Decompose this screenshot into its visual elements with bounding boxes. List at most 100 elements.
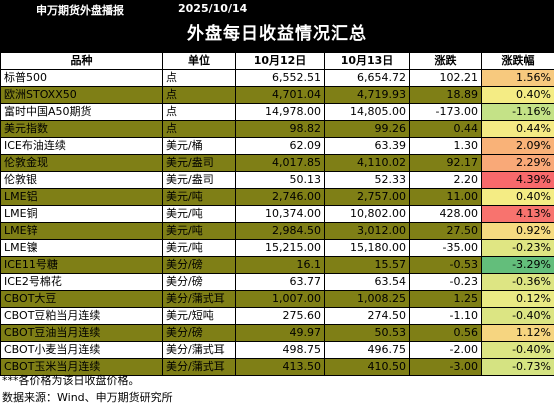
cell-change: 1.25 [409, 290, 482, 308]
cell-day2: 3,012.00 [324, 222, 410, 240]
table-row: LME铝 美元/吨 2,746.00 2,757.00 11.00 0.40% [0, 188, 554, 206]
col-header-unit: 单位 [162, 52, 236, 70]
cell-day2: 99.26 [324, 120, 410, 138]
table-row: ICE11号糖 美分/磅 16.1 15.57 -0.53 -3.29% [0, 256, 554, 274]
cell-day1: 6,552.51 [235, 69, 325, 87]
cell-day1: 14,978.00 [235, 103, 325, 121]
cell-change-pct: 4.39% [481, 171, 554, 189]
cell-change-pct: -3.29% [481, 256, 554, 274]
cell-day2: 63.54 [324, 273, 410, 291]
cell-day1: 63.77 [235, 273, 325, 291]
cell-day2: 15,180.00 [324, 239, 410, 257]
cell-day1: 498.75 [235, 341, 325, 359]
cell-day1: 413.50 [235, 358, 325, 376]
cell-name: LME镍 [0, 239, 163, 257]
table-row: CBOT豆油当月连续 美分/磅 49.97 50.53 0.56 1.12% [0, 324, 554, 342]
cell-change: 0.44 [409, 120, 482, 138]
table-row: 富时中国A50期货点 14,978.00 14,805.00 -173.00 -1.16… [0, 103, 554, 121]
cell-day1: 2,746.00 [235, 188, 325, 206]
table-header-row: 品种 单位 10月12日 10月13日 涨跌 涨跌幅 [0, 52, 554, 70]
brand-label: 申万期货外盘播报 [36, 4, 124, 17]
table-row: LME铜 美元/吨 10,374.00 10,802.00 428.00 4.13% [0, 205, 554, 223]
cell-unit: 美分/磅 [162, 324, 236, 342]
cell-day2: 10,802.00 [324, 205, 410, 223]
cell-unit: 美分/蒲式耳 [162, 358, 236, 376]
footer-source: 数据来源：Wind、申万期货研究所 [2, 391, 173, 404]
cell-day1: 50.13 [235, 171, 325, 189]
cell-unit: 美元/桶 [162, 137, 236, 155]
cell-day2: 496.75 [324, 341, 410, 359]
cell-change: 11.00 [409, 188, 482, 206]
cell-unit: 点 [162, 120, 236, 138]
cell-day2: 410.50 [324, 358, 410, 376]
cell-day2: 50.53 [324, 324, 410, 342]
cell-day2: 1,008.25 [324, 290, 410, 308]
cell-name: LME锌 [0, 222, 163, 240]
cell-unit: 美元/吨 [162, 205, 236, 223]
cell-day1: 16.1 [235, 256, 325, 274]
cell-unit: 美分/蒲式耳 [162, 341, 236, 359]
cell-day2: 4,719.93 [324, 86, 410, 104]
report-date: 2025/10/14 [178, 2, 248, 15]
cell-change: 0.56 [409, 324, 482, 342]
cell-change: -173.00 [409, 103, 482, 121]
cell-change-pct: -0.40% [481, 307, 554, 325]
cell-change-pct: 2.09% [481, 137, 554, 155]
cell-day1: 275.60 [235, 307, 325, 325]
cell-name: LME铜 [0, 205, 163, 223]
cell-day2: 274.50 [324, 307, 410, 325]
cell-change-pct: -0.73% [481, 358, 554, 376]
cell-day1: 4,017.85 [235, 154, 325, 172]
cell-day2: 4,110.02 [324, 154, 410, 172]
table-row: CBOT豆粕当月连续 美元/短吨 275.60 274.50 -1.10 -0.40% [0, 307, 554, 325]
col-header-change: 涨跌 [409, 52, 482, 70]
summary-table: 品种 单位 10月12日 10月13日 涨跌 涨跌幅 标普500 点 6,552.5… [0, 52, 554, 376]
cell-day2: 2,757.00 [324, 188, 410, 206]
table-row: LME镍 美元/吨 15,215.00 15,180.00 -35.00 -0.23% [0, 239, 554, 257]
col-header-day2: 10月13日 [324, 52, 410, 70]
cell-name: 伦敦银 [0, 171, 163, 189]
cell-change: -1.10 [409, 307, 482, 325]
cell-change: 1.30 [409, 137, 482, 155]
cell-change-pct: -0.36% [481, 273, 554, 291]
cell-change-pct: -0.23% [481, 239, 554, 257]
cell-day2: 63.39 [324, 137, 410, 155]
cell-name: CBOT豆油当月连续 [0, 324, 163, 342]
cell-name: 美元指数 [0, 120, 163, 138]
cell-change: -3.00 [409, 358, 482, 376]
cell-name: CBOT玉米当月连续 [0, 358, 163, 376]
cell-change: 428.00 [409, 205, 482, 223]
cell-change-pct: -0.40% [481, 341, 554, 359]
cell-change: -35.00 [409, 239, 482, 257]
table-row: ICE2号棉花 美分/磅 63.77 63.54 -0.23 -0.36% [0, 273, 554, 291]
cell-name: 欧洲STOXX50 [0, 86, 163, 104]
cell-name: 富时中国A50期货 [0, 103, 163, 121]
cell-day1: 49.97 [235, 324, 325, 342]
cell-change: -0.23 [409, 273, 482, 291]
cell-day2: 52.33 [324, 171, 410, 189]
cell-name: ICE11号糖 [0, 256, 163, 274]
col-header-change-pct: 涨跌幅 [481, 52, 554, 70]
cell-change: -0.53 [409, 256, 482, 274]
cell-unit: 美分/磅 [162, 256, 236, 274]
cell-name: ICE2号棉花 [0, 273, 163, 291]
cell-change: -2.00 [409, 341, 482, 359]
cell-unit: 美元/盎司 [162, 154, 236, 172]
table-row: 美元指数点 98.82 99.26 0.44 0.44% [0, 120, 554, 138]
cell-unit: 点 [162, 103, 236, 121]
cell-name: CBOT豆粕当月连续 [0, 307, 163, 325]
table-row: 欧洲STOXX50 点 4,701.04 4,719.93 18.89 0.40% [0, 86, 554, 104]
cell-change-pct: 1.12% [481, 324, 554, 342]
cell-change: 2.20 [409, 171, 482, 189]
cell-unit: 美元/吨 [162, 222, 236, 240]
cell-day2: 14,805.00 [324, 103, 410, 121]
report-title: 外盘每日收益情况汇总 [0, 17, 554, 52]
cell-unit: 美分/蒲式耳 [162, 290, 236, 308]
cell-unit: 美元/吨 [162, 239, 236, 257]
cell-unit: 点 [162, 86, 236, 104]
cell-name: CBOT小麦当月连续 [0, 341, 163, 359]
top-bar: 申万期货外盘播报 2025/10/14 [0, 0, 554, 17]
cell-day2: 6,654.72 [324, 69, 410, 87]
cell-unit: 美元/盎司 [162, 171, 236, 189]
